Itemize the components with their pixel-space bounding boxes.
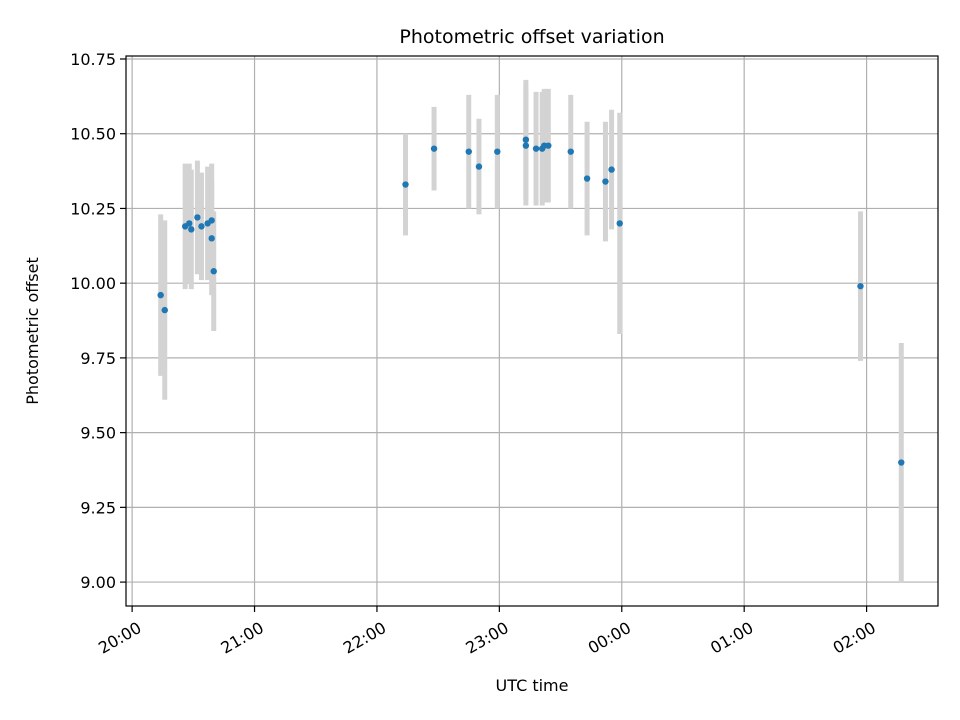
data-point	[616, 220, 623, 227]
data-point	[430, 145, 438, 152]
data-point	[602, 178, 609, 185]
data-point	[567, 148, 574, 155]
x-axis-title: UTC time	[496, 676, 569, 695]
y-tick-label: 9.25	[80, 498, 116, 517]
data-point	[210, 268, 217, 275]
y-axis-title: Photometric offset	[23, 257, 42, 405]
data-point	[532, 145, 540, 152]
y-tick-label: 9.50	[80, 424, 116, 443]
data-point	[186, 220, 193, 227]
data-point	[208, 235, 215, 242]
data-point	[522, 136, 530, 143]
chart-title: Photometric offset variation	[399, 26, 664, 48]
data-point	[198, 223, 205, 230]
data-point	[194, 214, 201, 221]
data-point	[494, 148, 501, 155]
data-point	[465, 148, 472, 155]
y-tick-label: 9.75	[80, 349, 116, 368]
data-points	[157, 136, 905, 466]
data-point	[898, 459, 905, 466]
data-point	[545, 142, 552, 149]
data-point	[188, 226, 195, 233]
plot-frame	[125, 55, 939, 607]
y-axis-ticks: 9.00 9.25 9.50 9.75 10.00 10.25 10.50 10.75	[70, 50, 126, 592]
y-tick-label: 10.75	[70, 50, 116, 69]
y-tick-label: 10.00	[70, 274, 116, 293]
data-point	[475, 163, 483, 170]
y-tick-label: 10.50	[70, 125, 116, 144]
data-point	[857, 282, 864, 290]
data-point	[583, 175, 591, 182]
data-point	[157, 291, 164, 299]
data-point	[161, 306, 168, 314]
data-point	[208, 217, 215, 224]
y-tick-label: 10.25	[70, 199, 116, 218]
y-tick-label: 9.00	[80, 573, 116, 592]
data-point	[608, 166, 615, 173]
data-point	[402, 181, 409, 188]
data-point	[522, 142, 530, 149]
